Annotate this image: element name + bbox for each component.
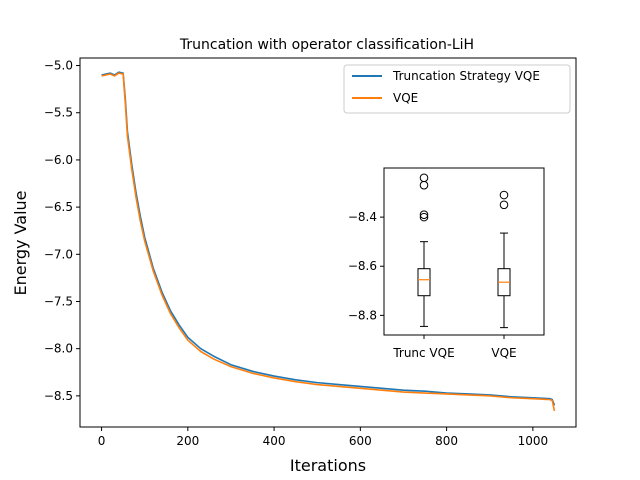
box-outlier-point [419,180,429,190]
x-axis-label: Iterations [290,456,366,475]
box-iqr-rect [417,268,431,297]
series-line-vqe [101,72,556,412]
inset-x-ticks: Trunc VQE VQE [392,335,517,360]
box-outlier-point [419,210,429,219]
box-trunc-vqe [417,173,431,327]
box-outlier-point [499,190,509,200]
inset-x-tick-label-vqe: VQE [491,346,516,360]
x-tick-label: 800 [435,434,458,448]
main-series-lines [101,71,556,412]
y-tick-label: −7.0 [44,247,73,261]
inset-x-tick-label-trunc-vqe: Trunc VQE [392,346,454,360]
main-axes-frame [79,57,577,428]
box-vqe [497,190,511,329]
inset-background [384,168,544,335]
y-tick-label: −5.0 [44,59,73,73]
legend-label-truncation-strategy-vqe: Truncation Strategy VQE [392,69,540,83]
y-tick-label: −6.5 [44,200,73,214]
main-x-ticks: 0 200 400 600 800 1000 [98,427,548,448]
x-tick-label: 600 [349,434,372,448]
legend: Truncation Strategy VQE VQE [343,64,571,114]
box-outlier-point [419,212,429,222]
legend-label-vqe: VQE [393,91,418,105]
inset-y-tick-label: −8.8 [348,308,377,322]
x-tick-label: 1000 [518,434,549,448]
y-tick-label: −8.0 [44,342,73,356]
chart-title: Truncation with operator classification-… [179,37,474,53]
inset-y-tick-label: −8.4 [348,210,377,224]
inset-axes-frame [383,167,545,336]
main-plot-area: 0 200 400 600 800 1000 −5.0 −5.5 −6.0 −6.5 −7.0 −7… [44,57,577,448]
y-tick-label: −7.5 [44,294,73,308]
y-tick-label: −8.5 [44,389,73,403]
x-tick-label: 400 [263,434,286,448]
legend-frame [343,64,571,114]
inset-boxplot: −8.4 −8.6 −8.8 Trunc VQE VQE [348,167,545,360]
box-outlier-point [499,200,509,210]
x-tick-label: 200 [176,434,199,448]
x-tick-label: 0 [98,434,106,448]
inset-y-tick-label: −8.6 [348,259,377,273]
y-axis-label: Energy Value [11,190,30,295]
y-tick-label: −6.0 [44,153,73,167]
main-y-ticks: −5.0 −5.5 −6.0 −6.5 −7.0 −7.5 −8.0 −8.5 [44,59,80,403]
inset-y-ticks: −8.4 −8.6 −8.8 [348,210,384,322]
inset-boxes [417,173,511,329]
y-tick-label: −5.5 [44,106,73,120]
